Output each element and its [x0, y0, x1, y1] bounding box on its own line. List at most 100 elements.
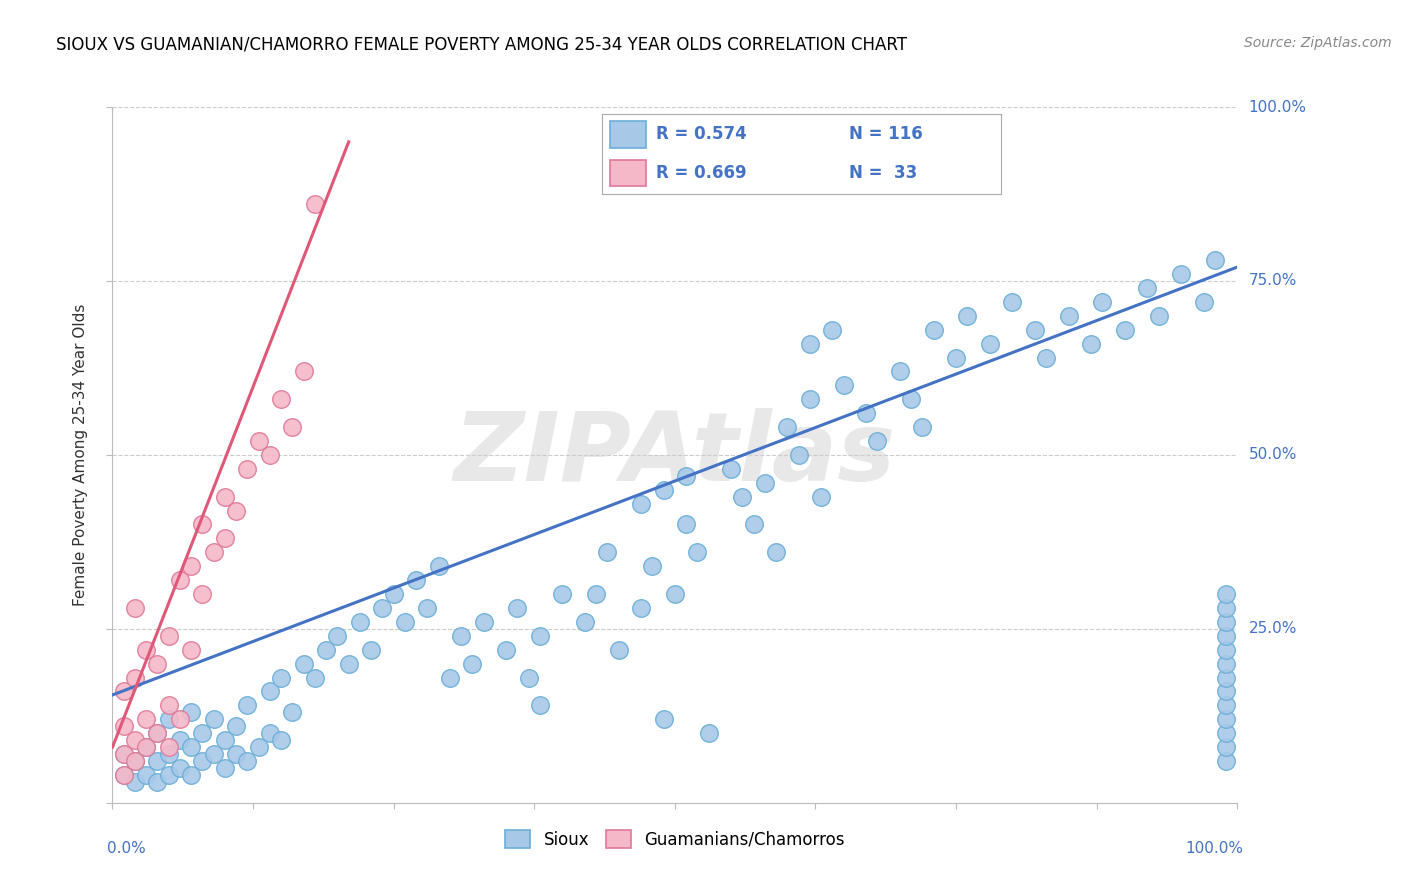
Point	[236, 462, 259, 476]
Point	[641, 559, 664, 574]
Point	[124, 775, 146, 789]
Point	[1136, 281, 1159, 295]
Point	[191, 726, 214, 740]
Point	[180, 740, 202, 755]
Point	[112, 768, 135, 782]
Point	[270, 733, 292, 747]
Point	[675, 517, 697, 532]
Text: ZIPAtlas: ZIPAtlas	[454, 409, 896, 501]
Point	[945, 351, 967, 365]
Point	[630, 497, 652, 511]
Point	[1215, 754, 1237, 768]
Point	[427, 559, 450, 574]
Point	[720, 462, 742, 476]
Point	[517, 671, 540, 685]
Point	[450, 629, 472, 643]
Point	[1035, 351, 1057, 365]
Text: 0.0%: 0.0%	[107, 841, 146, 856]
Point	[1215, 587, 1237, 601]
Point	[225, 503, 247, 517]
Text: Source: ZipAtlas.com: Source: ZipAtlas.com	[1244, 36, 1392, 50]
Point	[157, 768, 180, 782]
Point	[686, 545, 709, 559]
Point	[247, 740, 270, 755]
Point	[1204, 253, 1226, 268]
Point	[574, 615, 596, 629]
Point	[405, 573, 427, 587]
Point	[180, 642, 202, 657]
Point	[135, 740, 157, 755]
Point	[360, 642, 382, 657]
Point	[112, 747, 135, 761]
Point	[1001, 294, 1024, 309]
Point	[664, 587, 686, 601]
Point	[214, 490, 236, 504]
Point	[922, 323, 945, 337]
Point	[191, 517, 214, 532]
Point	[225, 719, 247, 733]
Point	[1080, 336, 1102, 351]
Point	[1192, 294, 1215, 309]
Point	[157, 629, 180, 643]
Point	[855, 406, 877, 420]
Text: 100.0%: 100.0%	[1185, 841, 1243, 856]
Point	[382, 587, 405, 601]
Point	[1215, 657, 1237, 671]
Point	[754, 475, 776, 490]
Point	[214, 761, 236, 775]
Point	[495, 642, 517, 657]
Point	[1215, 698, 1237, 713]
Point	[1215, 615, 1237, 629]
Point	[1215, 671, 1237, 685]
Point	[326, 629, 349, 643]
Point	[675, 468, 697, 483]
Point	[247, 434, 270, 448]
Point	[157, 712, 180, 726]
Point	[225, 747, 247, 761]
Point	[821, 323, 844, 337]
Point	[157, 698, 180, 713]
Point	[146, 657, 169, 671]
Point	[900, 392, 922, 407]
Point	[810, 490, 832, 504]
Point	[776, 420, 799, 434]
Point	[191, 587, 214, 601]
Point	[270, 392, 292, 407]
Point	[529, 629, 551, 643]
Point	[214, 733, 236, 747]
Point	[259, 448, 281, 462]
Point	[236, 698, 259, 713]
Point	[652, 712, 675, 726]
Point	[259, 726, 281, 740]
Point	[124, 754, 146, 768]
Point	[146, 754, 169, 768]
Point	[124, 733, 146, 747]
Point	[292, 364, 315, 378]
Text: 50.0%: 50.0%	[1249, 448, 1296, 462]
Point	[889, 364, 911, 378]
Point	[169, 712, 191, 726]
Point	[551, 587, 574, 601]
Point	[472, 615, 495, 629]
Point	[1215, 740, 1237, 755]
Point	[337, 657, 360, 671]
Point	[731, 490, 754, 504]
Point	[259, 684, 281, 698]
Point	[799, 392, 821, 407]
Point	[202, 712, 225, 726]
Point	[135, 768, 157, 782]
Text: 100.0%: 100.0%	[1249, 100, 1306, 114]
Point	[1215, 601, 1237, 615]
Point	[112, 719, 135, 733]
Point	[439, 671, 461, 685]
Point	[292, 657, 315, 671]
Point	[394, 615, 416, 629]
Point	[765, 545, 787, 559]
Point	[112, 747, 135, 761]
Point	[236, 754, 259, 768]
Point	[304, 197, 326, 211]
Point	[146, 726, 169, 740]
Point	[697, 726, 720, 740]
Point	[180, 768, 202, 782]
Point	[911, 420, 934, 434]
